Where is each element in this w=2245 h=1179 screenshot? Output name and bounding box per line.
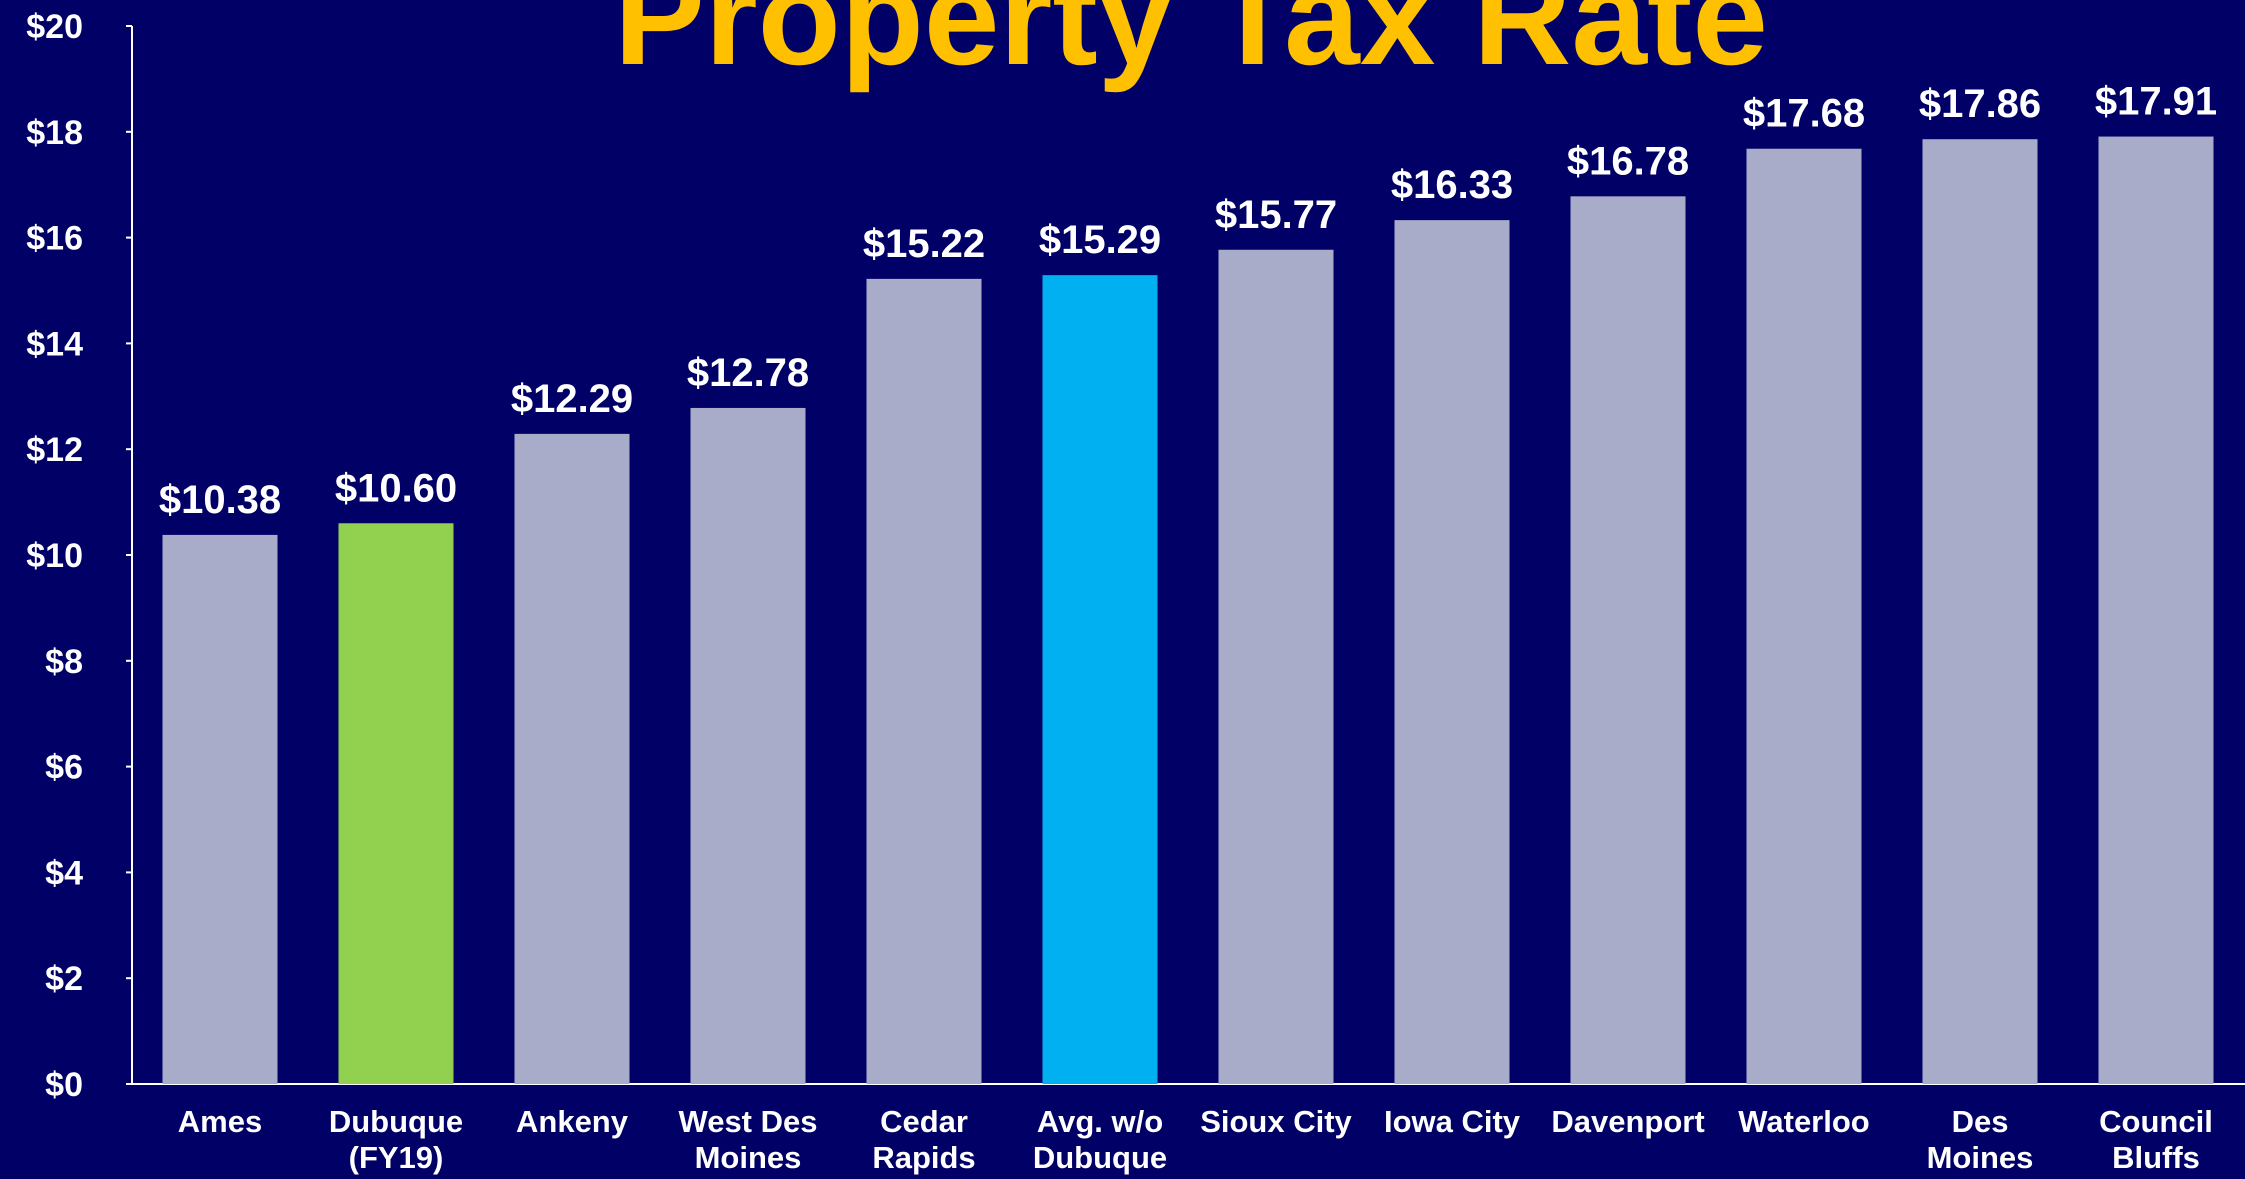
x-tick-label: Davenport xyxy=(1551,1104,1705,1139)
bar xyxy=(1746,148,1862,1084)
x-tick-label: Avg. w/o Dubuque xyxy=(1032,1104,1168,1175)
value-label: $15.29 xyxy=(1039,218,1161,262)
x-tick-label: Dubuque (FY19) xyxy=(328,1104,464,1175)
value-label: $10.38 xyxy=(159,478,281,522)
y-tick-label: $0 xyxy=(45,1066,83,1104)
value-label: $16.78 xyxy=(1567,139,1689,183)
bar xyxy=(1570,196,1686,1084)
bar xyxy=(690,407,806,1084)
bar xyxy=(1218,249,1334,1085)
y-tick-label: $14 xyxy=(26,325,83,363)
x-tick-label: Iowa City xyxy=(1383,1104,1521,1139)
x-tick-label: Cedar Rapids xyxy=(872,1104,976,1175)
bar xyxy=(338,523,454,1084)
bar xyxy=(1394,220,1510,1084)
y-tick-label: $12 xyxy=(26,431,83,469)
bar xyxy=(1042,275,1158,1084)
y-tick-label: $8 xyxy=(45,643,83,681)
value-label: $15.22 xyxy=(863,222,985,266)
value-label: $12.29 xyxy=(511,377,633,421)
y-tick-label: $16 xyxy=(26,220,83,258)
x-tick-label: Ames xyxy=(177,1104,263,1139)
x-tick-label: Sioux City xyxy=(1200,1104,1352,1139)
y-tick-label: $4 xyxy=(45,854,83,892)
y-tick-label: $10 xyxy=(26,537,83,575)
value-label: $17.86 xyxy=(1919,82,2041,126)
x-tick-label: Ankeny xyxy=(516,1104,628,1139)
y-tick-label: $20 xyxy=(26,8,83,46)
bar xyxy=(514,433,630,1084)
x-tick-label: Des Moines xyxy=(1926,1104,2034,1175)
x-tick-label: West Des Moines xyxy=(678,1104,818,1175)
y-tick-label: $2 xyxy=(45,960,83,998)
value-label: $17.91 xyxy=(2095,80,2217,124)
value-label: $12.78 xyxy=(687,351,809,395)
value-label: $17.68 xyxy=(1743,92,1865,136)
x-tick-label: Waterloo xyxy=(1738,1104,1870,1139)
bar xyxy=(1922,139,2038,1084)
bar xyxy=(866,278,982,1084)
x-tick-label: Council Bluffs xyxy=(2099,1104,2213,1175)
value-label: $10.60 xyxy=(335,466,457,510)
value-label: $16.33 xyxy=(1391,163,1513,207)
value-label: $15.77 xyxy=(1215,193,1337,237)
y-tick-label: $6 xyxy=(45,749,83,787)
y-tick-label: $18 xyxy=(26,114,83,152)
bar xyxy=(2098,136,2214,1084)
bar xyxy=(162,534,278,1084)
chart-title: Property Tax Rate xyxy=(614,0,1768,93)
